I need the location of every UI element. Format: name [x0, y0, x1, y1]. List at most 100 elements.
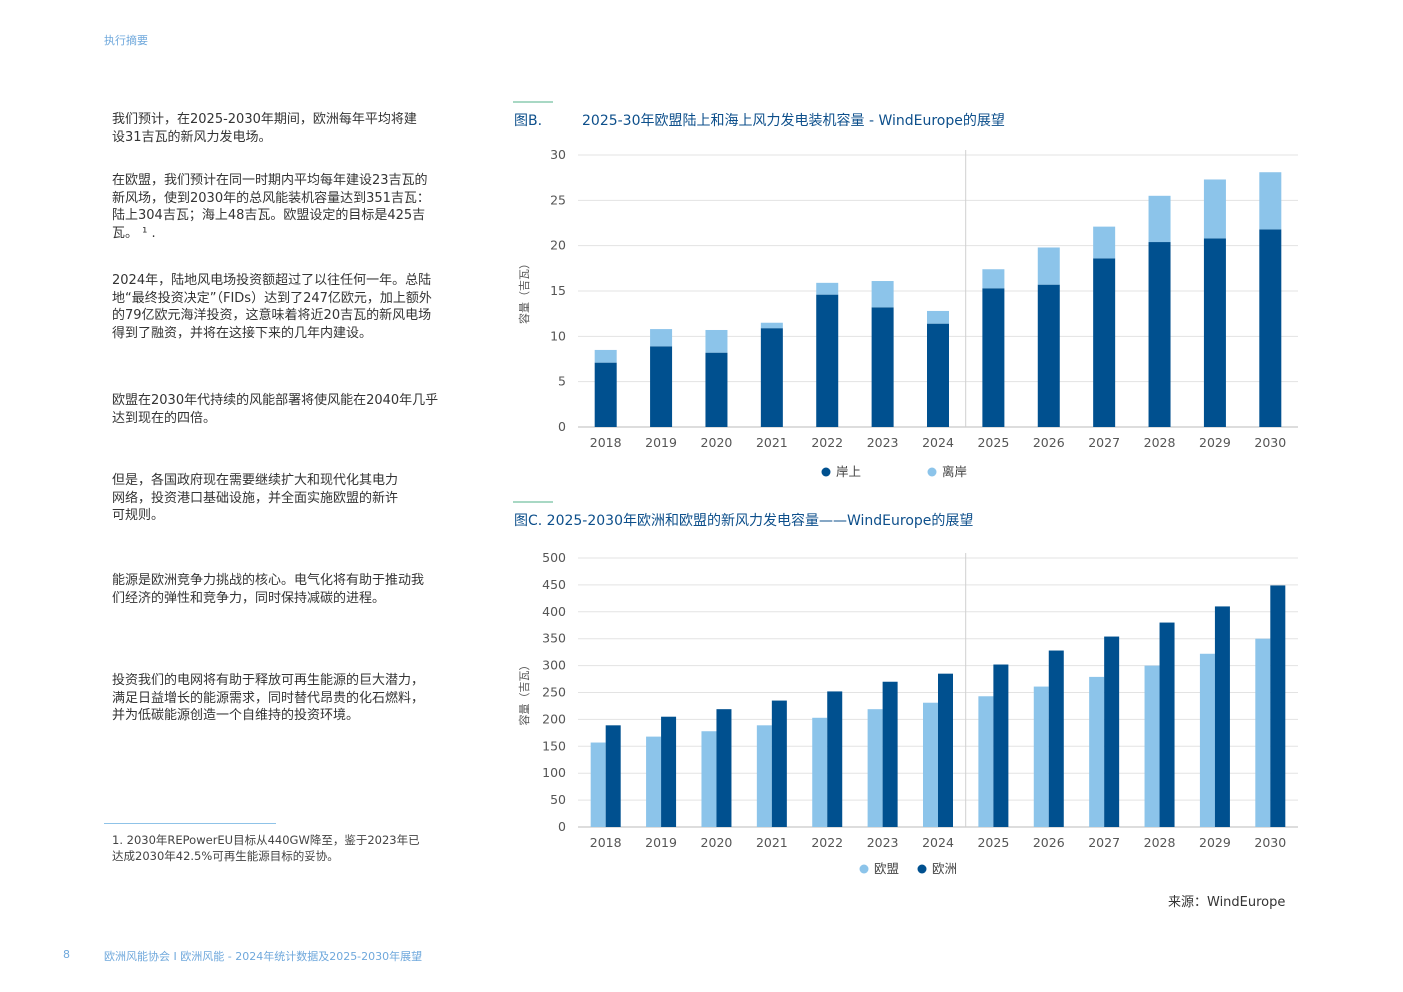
chart-b-legend-label: 岸上 — [836, 464, 861, 479]
chart-c-y-tick-label: 500 — [542, 550, 566, 565]
page-number: 8 — [63, 948, 70, 961]
paragraph-2: 在欧盟，我们预计在同一时期内平均每年建设23吉瓦的 新风场，使到2030年的总风… — [112, 173, 430, 241]
chart-c-bar-eu — [646, 736, 662, 827]
chart-b-y-tick-label: 30 — [550, 147, 566, 162]
paragraph-7: 投资我们的电网将有助于释放可再生能源的巨大潜力， 满足日益增长的能源需求，同时替… — [112, 673, 425, 723]
page-footer: 8 欧洲风能协会 I 欧洲风能 - 2024年统计数据及2025-2030年展望 — [0, 948, 1403, 964]
chart-b-x-tick-label: 2026 — [1033, 435, 1065, 450]
chart-c-x-tick-label: 2022 — [811, 835, 843, 850]
chart-c-bar-eu — [812, 717, 828, 827]
chart-c-x-tick-label: 2030 — [1254, 835, 1286, 850]
chart-b-bar-offshore — [816, 282, 839, 295]
chart-b-bar-onshore — [1203, 238, 1226, 427]
chart-b-accent-line — [513, 101, 553, 103]
chart-c-bar-europe — [716, 709, 732, 827]
chart-b-bar-onshore — [650, 346, 673, 427]
chart-b-y-tick-label: 25 — [550, 192, 566, 207]
chart-b-x-tick-label: 2027 — [1088, 435, 1120, 450]
chart-c-bar-europe — [1214, 606, 1230, 827]
chart-c-x-tick-label: 2028 — [1144, 835, 1176, 850]
chart-c-bar-eu — [923, 702, 938, 827]
chart-b-bar-offshore — [760, 322, 783, 329]
chart-b-bar-onshore — [1037, 284, 1060, 427]
chart-b-y-tick-label: 5 — [558, 374, 566, 389]
chart-c-y-tick-label: 400 — [542, 604, 566, 619]
chart-c-bar-europe — [882, 681, 898, 827]
chart-c-y-tick-label: 50 — [550, 792, 566, 807]
chart-c-bar-eu — [978, 696, 994, 827]
chart-b-x-tick-label: 2029 — [1199, 435, 1231, 450]
chart-b-bar-onshore — [594, 362, 617, 427]
chart-b-y-tick-label: 10 — [550, 328, 566, 343]
chart-b-figure-label: 图B. — [514, 113, 543, 129]
chart-b-x-tick-label: 2024 — [922, 435, 954, 450]
chart-c-bar-eu — [1255, 638, 1271, 827]
chart-b-title: 2025-30年欧盟陆上和海上风力发电装机容量 - WindEurope的展望 — [582, 113, 1005, 129]
chart-c-x-tick-label: 2018 — [590, 835, 622, 850]
chart-b-x-tick-label: 2025 — [977, 435, 1009, 450]
chart-c-bar-europe — [1270, 585, 1286, 827]
chart-c-y-tick-label: 0 — [558, 819, 566, 834]
chart-b-y-tick-label: 20 — [550, 238, 566, 253]
chart-c-y-tick-label: 150 — [542, 738, 566, 753]
chart-b-bar-onshore — [705, 352, 728, 427]
chart-c-x-tick-label: 2019 — [645, 835, 677, 850]
chart-c-x-tick-label: 2020 — [701, 835, 733, 850]
chart-c-bar-eu — [590, 742, 606, 827]
footnote-divider — [104, 823, 276, 824]
chart-c-legend-marker — [859, 864, 869, 874]
chart-b-bar-offshore — [927, 310, 949, 324]
chart-b-bar-offshore — [1148, 195, 1171, 243]
chart-c-bar-eu — [1089, 676, 1105, 827]
chart-c-bar-eu — [1144, 665, 1160, 827]
chart-c-x-tick-label: 2024 — [922, 835, 954, 850]
chart-c-bar-eu — [756, 725, 772, 827]
chart-b-x-tick-label: 2021 — [756, 435, 788, 450]
paragraph-5: 但是，各国政府现在需要继续扩大和现代化其电力 网络，投资港口基础设施，并全面实施… — [112, 473, 399, 523]
chart-b-x-tick-label: 2028 — [1144, 435, 1176, 450]
chart-c-bar-europe — [1048, 650, 1064, 827]
paragraph-1: 我们预计，在2025-2030年期间，欧洲每年平均将建 设31吉瓦的新风力发电场… — [112, 112, 417, 145]
chart-c-bar-europe — [827, 691, 843, 827]
chart-b-bar-offshore — [982, 269, 1005, 289]
chart-b-bar-offshore — [871, 281, 894, 308]
chart-c-bar-europe — [771, 700, 787, 827]
chart-b-legend-label: 离岸 — [942, 464, 967, 479]
chart-c-bar-eu — [867, 709, 883, 827]
chart-b-bar-onshore — [1259, 229, 1282, 427]
chart-b-bar-onshore — [927, 323, 949, 427]
chart-c-y-tick-label: 250 — [542, 685, 566, 700]
chart-b-title-block: 图B. 2025-30年欧盟陆上和海上风力发电装机容量 - WindEurope的… — [514, 110, 1005, 130]
chart-b-x-tick-label: 2019 — [645, 435, 677, 450]
chart-c-bar-europe — [1104, 636, 1120, 827]
chart-c-title: 图C. 2025-2030年欧洲和欧盟的新风力发电容量——WindEurope的… — [514, 513, 974, 529]
chart-c-y-tick-label: 200 — [542, 711, 566, 726]
chart-c-x-tick-label: 2023 — [867, 835, 899, 850]
chart-c-legend-label: 欧盟 — [874, 861, 899, 876]
chart-b-bar-offshore — [1037, 247, 1060, 285]
source-note: 来源：WindEurope — [1168, 895, 1286, 910]
chart-c-y-tick-label: 450 — [542, 577, 566, 592]
chart-b-bar-offshore — [1203, 179, 1226, 239]
chart-c-x-tick-label: 2029 — [1199, 835, 1231, 850]
chart-c-y-tick-label: 350 — [542, 631, 566, 646]
footnote: 1. 2030年REPowerEU目标从440GW降至，鉴于2023年已 达成2… — [112, 833, 420, 863]
chart-b-y-tick-label: 0 — [558, 419, 566, 434]
paragraph-3: 2024年，陆地风电场投资额超过了以往任何一年。总陆 地“最终投资决定”（FID… — [112, 273, 432, 341]
chart-c-legend-label: 欧洲 — [932, 861, 957, 876]
chart-b-legend-marker — [927, 467, 937, 477]
chart-b-bar-onshore — [982, 288, 1005, 427]
chart-c-accent-line — [513, 501, 553, 503]
chart-b-y-axis-label: 容量（吉瓦） — [517, 258, 531, 324]
chart-b-bar-offshore — [594, 349, 617, 363]
chart-b-bar-onshore — [1148, 242, 1171, 427]
chart-b-legend-marker — [821, 467, 831, 477]
section-header: 执行摘要 — [104, 34, 148, 47]
chart-b-bar-offshore — [1093, 226, 1116, 259]
chart-c-bar-europe — [661, 716, 677, 827]
chart-c-bar-europe — [938, 673, 953, 827]
chart-b-y-tick-label: 15 — [550, 283, 566, 298]
chart-c-bar-europe — [605, 725, 621, 827]
chart-c-y-tick-label: 100 — [542, 765, 566, 780]
